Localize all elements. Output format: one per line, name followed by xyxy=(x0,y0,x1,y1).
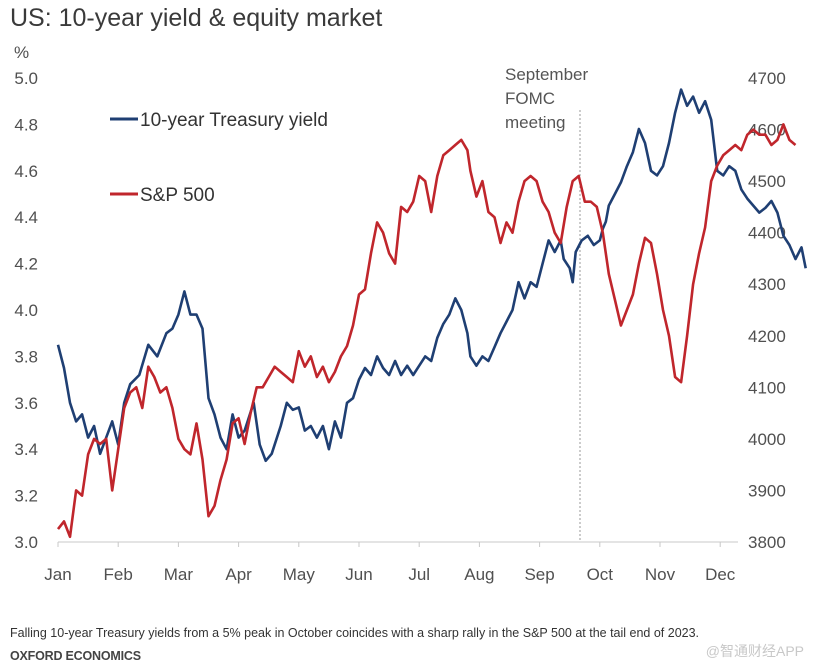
x-tick-label: Nov xyxy=(645,565,676,584)
legend: 10-year Treasury yield S&P 500 xyxy=(110,110,328,206)
left-tick-label: 3.6 xyxy=(14,394,38,413)
chart-title: US: 10-year yield & equity market xyxy=(10,4,383,32)
x-axis-ticks: Jan Feb Mar Apr May Jun Jul Aug Sep Oct Nov Dec xyxy=(44,542,736,584)
annotation-line: September xyxy=(505,65,588,84)
left-tick-label: 3.2 xyxy=(14,487,38,506)
x-tick-label: Sep xyxy=(524,565,554,584)
x-tick-label: Feb xyxy=(104,565,133,584)
caption: Falling 10-year Treasury yields from a 5… xyxy=(10,626,700,640)
right-tick-label: 4100 xyxy=(748,378,786,397)
left-tick-label: 3.8 xyxy=(14,347,38,366)
left-axis-unit: % xyxy=(14,43,29,62)
watermark: @智通财经APP xyxy=(705,643,804,659)
legend-label-sp500: S&P 500 xyxy=(140,185,215,206)
annotation-line: meeting xyxy=(505,113,565,132)
series-line-sp500 xyxy=(56,123,797,539)
x-tick-label: Jan xyxy=(44,565,71,584)
right-tick-label: 4000 xyxy=(748,430,786,449)
legend-label-yield: 10-year Treasury yield xyxy=(140,110,328,131)
right-tick-label: 4500 xyxy=(748,172,786,191)
x-tick-label: Jul xyxy=(408,565,430,584)
left-tick-label: 3.0 xyxy=(14,533,38,552)
fomc-annotation: September FOMC meeting xyxy=(505,65,588,132)
left-tick-label: 4.6 xyxy=(14,162,38,181)
left-axis-ticks: 3.0 3.2 3.4 3.6 3.8 4.0 4.2 4.4 4.6 4.8 5.0% xyxy=(14,43,38,552)
right-tick-label: 3800 xyxy=(748,533,786,552)
right-tick-label: 3900 xyxy=(748,481,786,500)
x-tick-label: Dec xyxy=(705,565,736,584)
right-tick-label: 4300 xyxy=(748,275,786,294)
x-tick-label: Oct xyxy=(587,565,614,584)
series-group xyxy=(56,88,807,539)
right-tick-label: 4200 xyxy=(748,327,786,346)
series-line-yield xyxy=(56,88,807,463)
x-tick-label: Jun xyxy=(345,565,372,584)
left-tick-label: 3.4 xyxy=(14,440,38,459)
left-tick-label: 4.2 xyxy=(14,255,38,274)
right-tick-label: 4700 xyxy=(748,69,786,88)
x-tick-label: May xyxy=(283,565,316,584)
annotation-line: FOMC xyxy=(505,89,555,108)
left-tick-label: 4.0 xyxy=(14,301,38,320)
x-tick-label: Mar xyxy=(164,565,194,584)
x-tick-label: Apr xyxy=(225,565,252,584)
chart: 3.0 3.2 3.4 3.6 3.8 4.0 4.2 4.4 4.6 4.8 5.0% 3800 3… xyxy=(14,43,807,584)
x-tick-label: Aug xyxy=(464,565,494,584)
right-tick-label: 4400 xyxy=(748,224,786,243)
source-label: OXFORD ECONOMICS xyxy=(10,649,141,663)
left-tick-label: 5.0 xyxy=(14,69,38,88)
left-tick-label: 4.8 xyxy=(14,115,38,134)
left-tick-label: 4.4 xyxy=(14,208,38,227)
